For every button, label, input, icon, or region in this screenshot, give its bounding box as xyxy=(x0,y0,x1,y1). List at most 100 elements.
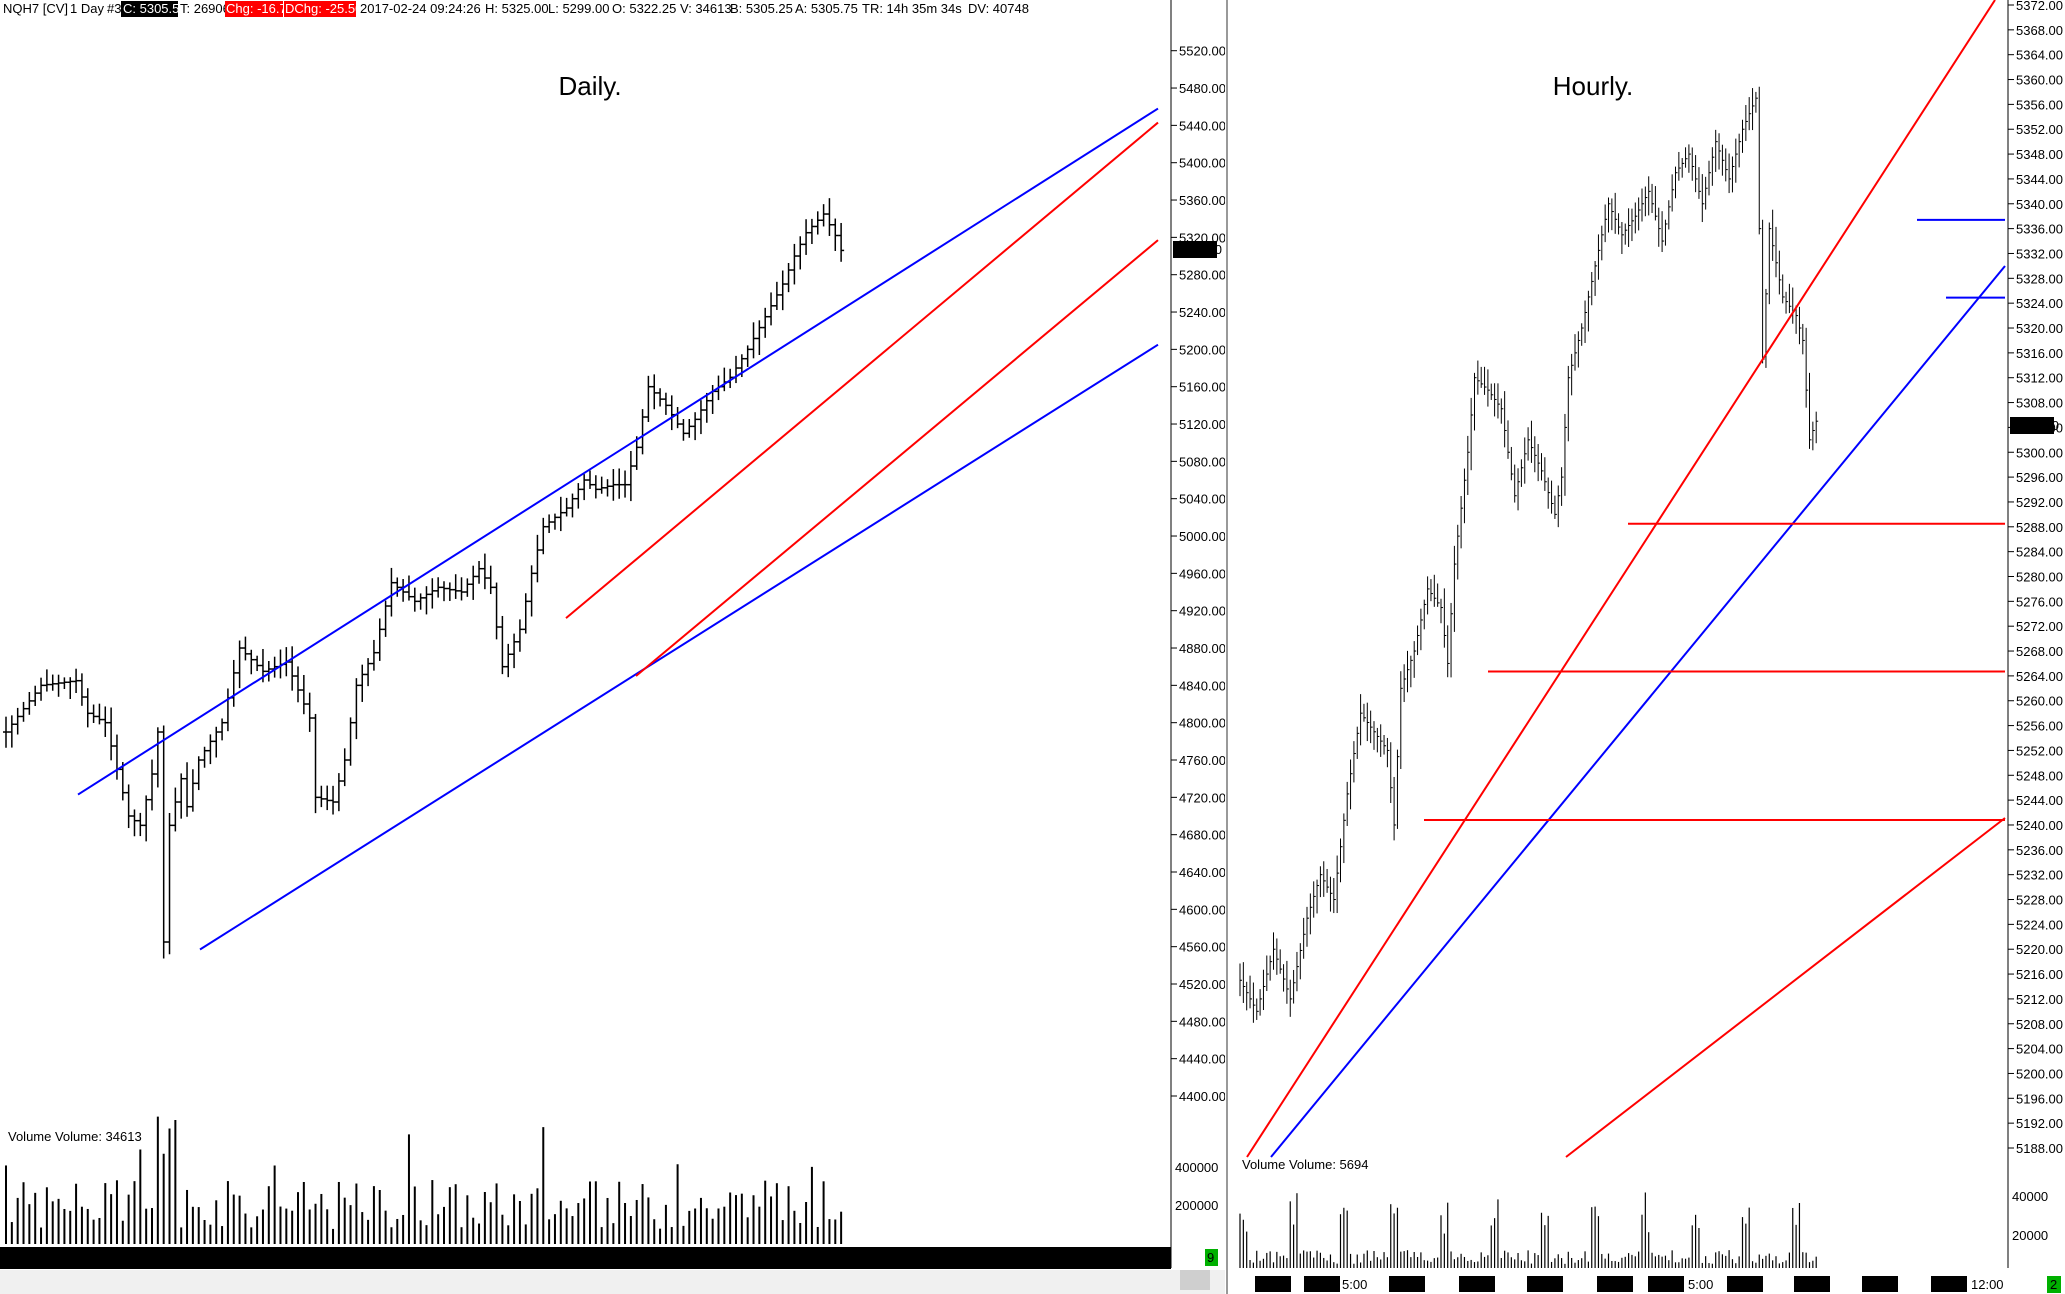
hourly-price-tick: 5320.00 xyxy=(2016,321,2063,336)
daily-date-tick: 10-17 xyxy=(2,1251,35,1266)
daily-volume-label: Volume Volume: 34613 xyxy=(8,1129,142,1144)
hourly-price-tick: 5212.00 xyxy=(2016,992,2063,1007)
hourly-trendline xyxy=(1246,0,1996,1158)
hourly-price-tick: 5340.00 xyxy=(2016,197,2063,212)
daily-price-tick: 5520.00 xyxy=(1179,44,1226,59)
hourly-price-tick: 5236.00 xyxy=(2016,843,2063,858)
time-remaining: TR: 14h 35m 34s xyxy=(862,1,962,16)
daily-date-tick: 1-24 xyxy=(790,1251,816,1266)
high-value: H: 5325.00 xyxy=(485,1,549,16)
hourly-trendlines[interactable] xyxy=(1246,0,2006,1158)
ask-value: A: 5305.75 xyxy=(795,1,858,16)
daily-trendline-red xyxy=(635,239,1159,677)
hourly-price-tick: 5352.00 xyxy=(2016,122,2063,137)
hourly-date-highlight xyxy=(1459,1276,1495,1292)
daily-price-tick: 4600.00 xyxy=(1179,902,1226,917)
hourly-price-tick: 5248.00 xyxy=(2016,768,2063,783)
daily-date-tick: 2-12 xyxy=(977,1251,1003,1266)
daily-price-tick: 4480.00 xyxy=(1179,1014,1226,1029)
daily-date-tick: 3-1 xyxy=(1127,1251,1146,1266)
hourly-date-highlight xyxy=(1304,1276,1340,1292)
daily-date-tick: 10-21 xyxy=(40,1251,73,1266)
hourly-date-tick: 2-22 xyxy=(1797,1277,1823,1292)
hourly-price-tick: 5328.00 xyxy=(2016,271,2063,286)
daily-date-tick: 2-25 xyxy=(1090,1251,1116,1266)
daily-status-value: 9 xyxy=(1207,1250,1214,1265)
hourly-price-tick: 5372.00 xyxy=(2016,0,2063,13)
daily-date-tick: 12-12 xyxy=(452,1251,485,1266)
daily-trendline-blue xyxy=(199,343,1159,951)
hourly-date-highlight xyxy=(1597,1276,1633,1292)
daily-price-tick: 4720.00 xyxy=(1179,790,1226,805)
daily-date-tick: 1-15 xyxy=(715,1251,741,1266)
hourly-price-tick: 5324.00 xyxy=(2016,296,2063,311)
hourly-date-highlight xyxy=(1931,1276,1967,1292)
hourly-price-bars xyxy=(1239,86,1819,1023)
hourly-price-tick: 5260.00 xyxy=(2016,694,2063,709)
hourly-price-tick: 5216.00 xyxy=(2016,967,2063,982)
hourly-date-highlight xyxy=(1648,1276,1684,1292)
daily-date-tick: 12-16 xyxy=(490,1251,523,1266)
daily-price-tick: 5280.00 xyxy=(1179,268,1226,283)
daily-volume-bars xyxy=(5,1116,843,1244)
daily-price-tick: 4920.00 xyxy=(1179,604,1226,619)
hourly-price-tick: 5348.00 xyxy=(2016,147,2063,162)
daily-date-tick: 12-7 xyxy=(415,1251,441,1266)
hourly-price-tick: 5280.00 xyxy=(2016,569,2063,584)
bid-value: B: 5305.25 xyxy=(730,1,793,16)
daily-trendline-blue xyxy=(77,107,1159,796)
daily-volume-tick: 200000 xyxy=(1175,1198,1218,1213)
daily-date-tick: 2-5 xyxy=(902,1251,921,1266)
daily-date-labels: 10-17 10-21 10-26 10-31 11-4 11-9 11-14 11-18 11… xyxy=(2,1251,1146,1266)
hourly-volume-label: Volume Volume: 5694 xyxy=(1242,1157,1368,1172)
daily-price-tick: 5000.00 xyxy=(1179,529,1226,544)
t-value: T: 26906 xyxy=(180,1,230,16)
close-badge xyxy=(121,1,178,17)
daily-price-tick: 4400.00 xyxy=(1179,1089,1226,1104)
quote-header: NQH7 [CV] 1 Day #3 C: 5305.50 T: 26906 C… xyxy=(3,1,1029,17)
hourly-date-highlight xyxy=(1389,1276,1425,1292)
hourly-price-tick: 5308.00 xyxy=(2016,396,2063,411)
daily-date-tick: 12-27 xyxy=(565,1251,598,1266)
daily-date-tick: 1-6 xyxy=(640,1251,659,1266)
daily-date-axis[interactable] xyxy=(0,1247,1171,1269)
daily-price-axis[interactable]: 5520.005480.005440.005400.005360.005320.… xyxy=(1171,44,1226,1104)
hourly-date-tick: 2-21 xyxy=(1730,1277,1756,1292)
daily-trendlines[interactable] xyxy=(77,107,1159,951)
daily-last-price-badge xyxy=(1173,241,1217,258)
daily-volume-tick: 400000 xyxy=(1175,1160,1218,1175)
hourly-last-price-badge xyxy=(2010,417,2054,434)
hourly-trendline xyxy=(1270,265,2006,1158)
hourly-price-tick: 5228.00 xyxy=(2016,893,2063,908)
daily-price-tick: 5080.00 xyxy=(1179,454,1226,469)
daily-price-tick: 4440.00 xyxy=(1179,1052,1226,1067)
hourly-status-value: 2 xyxy=(2050,1277,2057,1292)
hourly-date-tick: 2-23 xyxy=(1865,1277,1891,1292)
hourly-price-tick: 5336.00 xyxy=(2016,222,2063,237)
daily-price-tick: 5480.00 xyxy=(1179,81,1226,96)
hourly-price-tick: 5272.00 xyxy=(2016,619,2063,634)
hourly-date-tick: 2-24 xyxy=(1934,1277,1960,1292)
hourly-date-tick: 12:00 xyxy=(1971,1277,2004,1292)
open-value: O: 5322.25 xyxy=(612,1,676,16)
daily-date-tick: 10-26 xyxy=(77,1251,110,1266)
daily-date-tick: 2-21 xyxy=(1052,1251,1078,1266)
daily-price-tick: 4520.00 xyxy=(1179,977,1226,992)
daily-date-tick: 11-9 xyxy=(190,1251,215,1266)
hourly-price-tick: 5284.00 xyxy=(2016,545,2063,560)
hourly-price-tick: 5292.00 xyxy=(2016,495,2063,510)
hourly-volume-tick: 20000 xyxy=(2012,1228,2048,1243)
daily-price-tick: 5120.00 xyxy=(1179,417,1226,432)
daily-price-tick: 5040.00 xyxy=(1179,492,1226,507)
daily-scroll-thumb[interactable] xyxy=(1180,1270,1210,1290)
hourly-price-tick: 5268.00 xyxy=(2016,644,2063,659)
hourly-date-tick: 2-16 xyxy=(1530,1277,1556,1292)
daily-scrollbar[interactable] xyxy=(0,1270,1225,1294)
hourly-price-tick: 5208.00 xyxy=(2016,1017,2063,1032)
daily-date-tick: 2-8 xyxy=(940,1251,959,1266)
hourly-volume-bars xyxy=(1239,1192,1817,1268)
hourly-date-tick: 2-14 xyxy=(1392,1277,1418,1292)
hourly-price-axis[interactable]: 5372.00 5368.00 5364.00 5360.00 5356.00 5352.… xyxy=(2008,0,2063,1156)
